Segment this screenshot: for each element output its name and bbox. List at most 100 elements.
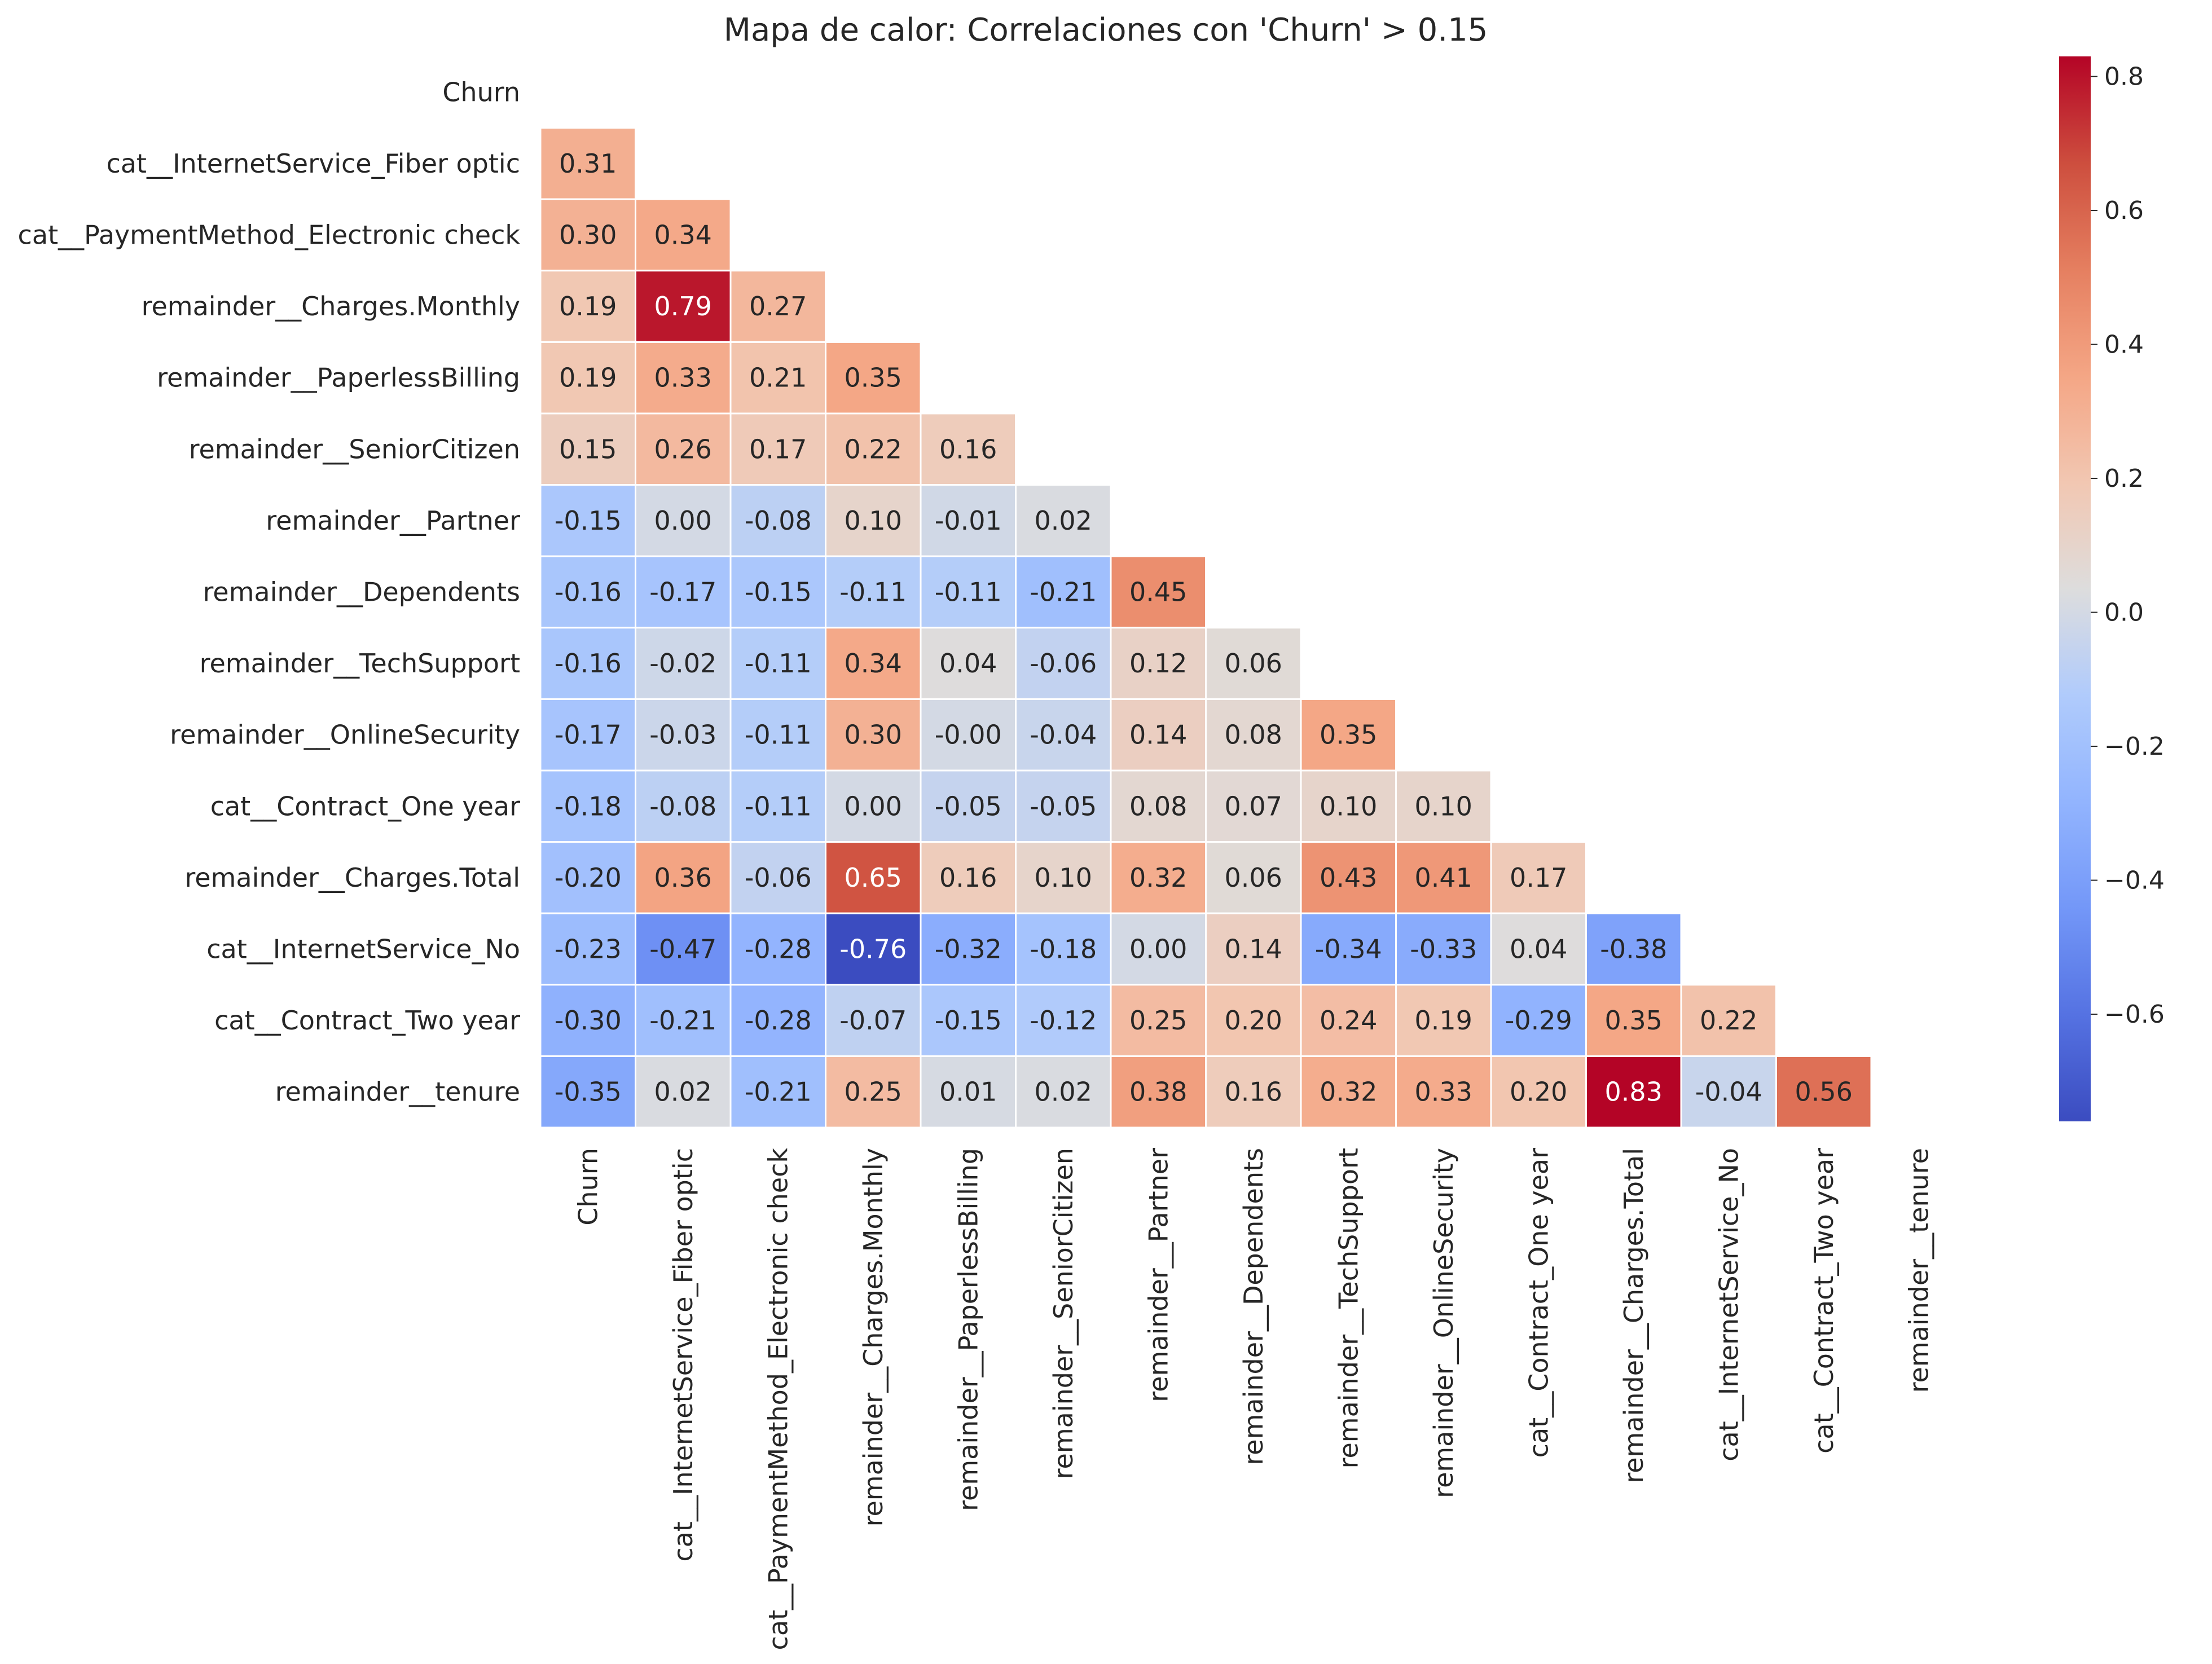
heatmap-cell [539,627,636,700]
x-tick-label: cat__Contract_Two year [1809,1148,1839,1454]
heatmap-cell [1205,1055,1302,1129]
cell-value-label: -0.35 [555,1077,622,1107]
cell-value-label: -0.33 [1410,934,1477,965]
cell-value-label: 0.06 [1225,862,1282,893]
heatmap-cell [1680,1055,1777,1129]
heatmap-cell [635,412,732,486]
heatmap-cell [825,769,922,843]
cell-value-label: 0.19 [559,363,617,393]
heatmap-cell [825,412,922,486]
cell-value-label: -0.11 [839,577,907,608]
cell-value-label: -0.30 [555,1005,622,1036]
heatmap-cell [539,698,636,772]
colorbar-tick-label: 0.2 [2104,464,2144,493]
x-tick-label: cat__Contract_One year [1523,1148,1554,1458]
cell-value-label: 0.65 [845,862,902,893]
cell-value-label: -0.28 [745,934,812,965]
heatmap-cell [635,198,732,272]
cell-value-label: 0.16 [939,434,997,464]
cell-value-label: 0.25 [845,1077,902,1107]
cell-value-label: -0.38 [1600,934,1667,965]
heatmap-cell [920,769,1017,843]
heatmap-cell [825,1055,922,1129]
heatmap-cell [825,912,922,986]
cell-value-label: -0.06 [1030,648,1097,679]
y-tick-label: remainder__Charges.Total [184,862,520,893]
cell-value-label: -0.76 [839,934,907,965]
y-tick-label: cat__PaymentMethod_Electronic check [18,220,521,250]
heatmap-cell [729,912,826,986]
heatmap-cell [1205,769,1302,843]
cell-value-label: -0.32 [935,934,1002,965]
cell-value-label: 0.27 [749,291,807,322]
heatmap-cells: 0.31 0.30 0.34 0.19 0.79 0.27 0.19 0.33 0.21 0.35… [539,127,1872,1129]
y-tick-label: remainder__SeniorCitizen [189,434,520,464]
cell-value-label: 0.34 [845,648,902,679]
cell-value-label: -0.11 [745,648,812,679]
heatmap-cell [729,769,826,843]
colorbar-tick-label: 0.6 [2104,196,2144,225]
heatmap-cell [825,484,922,557]
cell-value-label: -0.01 [935,505,1002,536]
x-tick-label: remainder__TechSupport [1333,1148,1364,1468]
cell-value-label: 0.22 [1700,1005,1757,1036]
x-tick-label: cat__InternetService_No [1713,1148,1744,1461]
heatmap-cell [729,484,826,557]
cell-value-label: -0.04 [1030,720,1097,750]
cell-value-label: 0.30 [845,720,902,750]
cell-value-label: 0.41 [1415,862,1472,893]
cell-value-label: -0.05 [935,791,1002,821]
cell-value-label: 0.00 [654,505,712,536]
cell-value-label: -0.34 [1315,934,1382,965]
y-tick-label: remainder__Dependents [203,577,520,608]
x-axis-labels: Churn cat__InternetService_Fiber optic cat… [573,1148,1934,1650]
cell-value-label: 0.43 [1320,862,1377,893]
colorbar-tick-label: −0.2 [2104,732,2165,761]
cell-value-label: 0.38 [1129,1077,1187,1107]
heatmap-cell [729,698,826,772]
cell-value-label: -0.16 [555,577,622,608]
cell-value-label: 0.16 [1225,1077,1282,1107]
cell-value-label: 0.83 [1605,1077,1663,1107]
cell-value-label: 0.06 [1225,648,1282,679]
cell-value-label: 0.32 [1129,862,1187,893]
heatmap-cell [1015,841,1112,914]
y-tick-label: cat__InternetService_No [206,934,520,965]
y-tick-label: remainder__TechSupport [200,648,520,679]
colorbar-gradient [2059,56,2091,1121]
heatmap-cell [635,341,732,415]
heatmap-cell [920,1055,1017,1129]
cell-value-label: -0.03 [649,720,716,750]
x-tick-label: cat__PaymentMethod_Electronic check [763,1148,793,1650]
cell-value-label: -0.28 [745,1005,812,1036]
y-tick-label: cat__Contract_Two year [214,1005,520,1036]
chart-title: Mapa de calor: Correlaciones con 'Churn'… [724,12,1488,49]
cell-value-label: 0.17 [1510,862,1567,893]
y-axis-labels: Churn cat__InternetService_Fiber optic cat… [18,77,521,1107]
heatmap-cell [1300,841,1397,914]
heatmap-cell [1015,912,1112,986]
heatmap-cell [1300,984,1397,1057]
heatmap-cell [1490,912,1587,986]
heatmap-cell [1110,984,1207,1057]
cell-value-label: -0.17 [649,577,716,608]
cell-value-label: 0.04 [1510,934,1567,965]
cell-value-label: 0.15 [559,434,617,464]
colorbar: 0.8 0.6 0.4 0.2 0.0 −0.2 −0.4 −0.6 [2059,56,2165,1121]
heatmap-cell [539,841,636,914]
cell-value-label: 0.20 [1510,1077,1567,1107]
cell-value-label: 0.33 [654,363,712,393]
cell-value-label: -0.18 [1030,934,1097,965]
y-tick-label: remainder__PaperlessBilling [157,363,520,393]
cell-value-label: -0.47 [649,934,716,965]
cell-value-label: -0.07 [839,1005,907,1036]
cell-value-label: 0.12 [1129,648,1187,679]
heatmap-cell [920,484,1017,557]
cell-value-label: 0.16 [939,862,997,893]
colorbar-tick-label: 0.4 [2104,331,2144,359]
x-tick-label: remainder__Dependents [1238,1148,1269,1465]
heatmap-cell [635,912,732,986]
cell-value-label: 0.02 [1035,505,1092,536]
cell-value-label: 0.35 [1320,720,1377,750]
